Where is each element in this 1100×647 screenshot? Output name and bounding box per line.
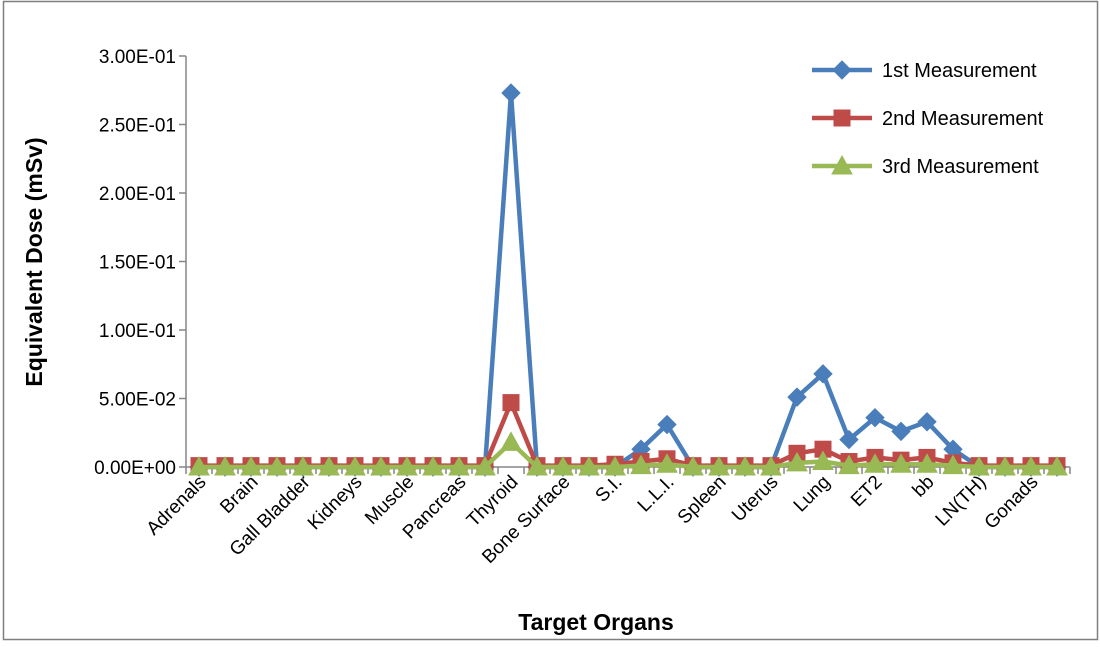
series-layer (188, 83, 1068, 477)
data-point (474, 455, 496, 476)
data-point (318, 455, 340, 476)
data-point (890, 453, 912, 473)
data-point (891, 421, 911, 442)
legend-marker (831, 154, 853, 175)
data-point (448, 455, 470, 476)
data-point (344, 455, 366, 476)
data-point (760, 455, 782, 476)
data-point (422, 455, 444, 476)
y-axis-title: Equivalent Dose (mSv) (21, 137, 47, 386)
data-point (864, 453, 886, 473)
data-point (916, 453, 938, 473)
legend-marker (832, 60, 852, 80)
data-point (813, 364, 833, 384)
data-point (1020, 455, 1042, 476)
y-tick-label: 2.50E-01 (99, 116, 176, 137)
data-point (787, 387, 807, 407)
y-tick-label: 0.00E+00 (94, 458, 176, 479)
data-point (292, 455, 314, 476)
data-point (682, 455, 704, 476)
data-point (708, 455, 730, 476)
data-point (604, 455, 626, 476)
y-tick-label: 2.00E-01 (99, 184, 176, 205)
data-point (786, 451, 808, 472)
data-point (501, 83, 521, 103)
data-point (657, 414, 677, 435)
series-3 (188, 431, 1068, 476)
data-point (370, 455, 392, 476)
data-point (968, 455, 990, 476)
series-line (199, 440, 1057, 470)
data-point (240, 455, 262, 476)
data-point (578, 455, 600, 476)
data-point (839, 429, 859, 450)
data-point (865, 407, 885, 428)
data-point (1046, 455, 1068, 476)
y-tick-label: 1.00E-01 (99, 321, 176, 342)
legend-marker (833, 109, 851, 127)
data-point (656, 453, 678, 473)
data-point (917, 412, 937, 432)
y-axis-ticks: 0.00E+00 5.00E-02 1.00E-01 1.50E-01 2.00E-01… (94, 47, 186, 479)
data-point (396, 455, 418, 476)
data-point (630, 454, 652, 475)
data-point (500, 431, 522, 451)
data-point (214, 455, 236, 476)
data-point (502, 394, 520, 412)
y-tick-label: 3.00E-01 (99, 47, 176, 68)
legend-label: 1st Measurement (882, 60, 1037, 82)
data-point (266, 455, 288, 476)
y-tick-label: 5.00E-02 (99, 390, 176, 411)
data-point (994, 455, 1016, 476)
legend-label: 3rd Measurement (882, 156, 1039, 178)
data-point (812, 450, 834, 471)
legend: 1st Measurement 2nd Measurement 3rd Measur… (812, 60, 1044, 178)
data-point (188, 455, 210, 476)
data-point (552, 455, 574, 476)
data-point (734, 455, 756, 476)
data-point (942, 454, 964, 475)
x-axis-title: Target Organs (518, 609, 674, 635)
data-point (838, 454, 860, 475)
legend-label: 2nd Measurement (882, 108, 1044, 130)
data-point (526, 455, 548, 476)
y-tick-label: 1.50E-01 (99, 253, 176, 274)
